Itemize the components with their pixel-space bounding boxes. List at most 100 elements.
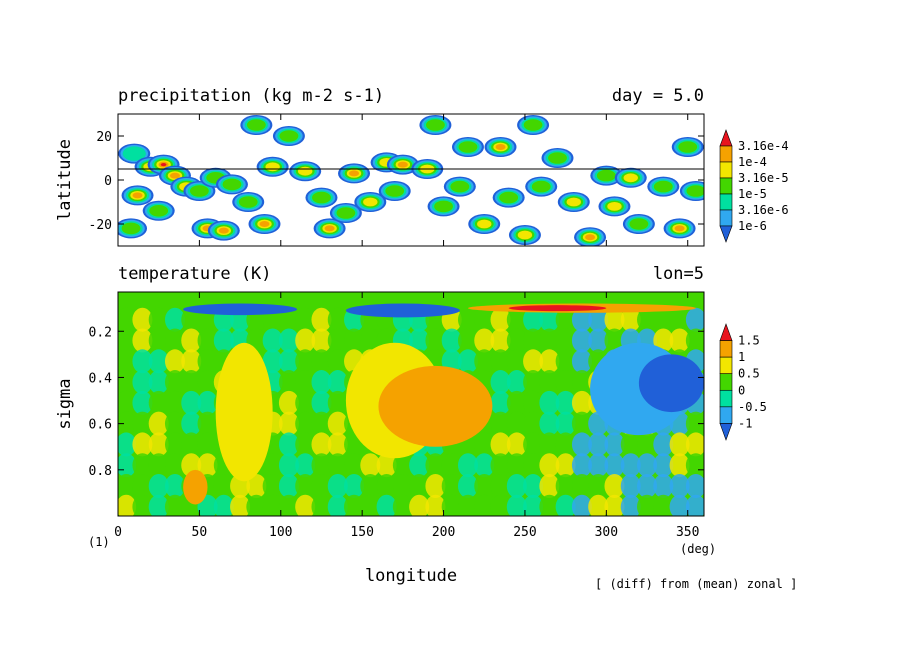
temp-cell <box>425 328 446 353</box>
temp-cell <box>118 349 137 374</box>
temp-cell <box>132 390 153 415</box>
temp-cell <box>148 390 169 415</box>
temp-cell <box>295 411 316 436</box>
precip-title: precipitation (kg m-2 s-1) <box>118 86 384 106</box>
temp-cell <box>181 370 202 395</box>
temp-xtick-label: 100 <box>269 525 292 540</box>
temp-cell <box>490 370 511 395</box>
temp-cell <box>457 349 478 374</box>
colorbar-label: 0 <box>738 383 745 397</box>
temp-cell <box>295 390 316 415</box>
temp-cell <box>539 390 560 415</box>
temp-cell <box>506 390 527 415</box>
temp-cell <box>164 349 185 374</box>
temp-cell <box>620 473 641 498</box>
temp-cell <box>278 349 299 374</box>
temp-cell <box>474 473 495 498</box>
precip-cell <box>122 146 146 161</box>
temp-cell <box>164 453 185 478</box>
precip-cell <box>426 119 445 131</box>
precip-cell <box>678 141 698 153</box>
temp-cell <box>523 370 544 395</box>
temp-cell <box>262 473 283 498</box>
temp-ticks: 0.2 0.4 0.6 0.8 0 50 100 150 200 250 300 350 <box>89 292 704 540</box>
temp-cell <box>262 328 283 353</box>
footnote: [ (diff) from (mean) zonal ] <box>595 577 797 591</box>
temp-cell <box>181 349 202 374</box>
colorbar-label: 3.16e-5 <box>738 171 789 185</box>
temp-cell <box>311 494 332 516</box>
temp-cell <box>474 328 495 353</box>
precip-cell <box>674 225 685 232</box>
x-unit-label: (deg) <box>680 542 716 556</box>
precip-ytick-label: 20 <box>96 130 112 145</box>
temp-cell <box>506 370 527 395</box>
temp-cell <box>571 370 592 395</box>
temp-cell <box>588 328 609 353</box>
precip-cell <box>397 161 408 168</box>
temp-xtick-label: 200 <box>432 525 455 540</box>
temp-cell <box>571 453 592 478</box>
temp-cell <box>181 328 202 353</box>
temp-cell <box>685 432 704 457</box>
temp-cell <box>685 473 704 498</box>
precip-cell <box>121 222 141 235</box>
precip-cell <box>458 141 478 153</box>
precip-cell <box>222 178 242 191</box>
temp-cell <box>164 307 185 332</box>
panel-label: (1) <box>88 535 110 549</box>
temp-cell <box>457 328 478 353</box>
temp-cell <box>295 473 316 498</box>
temp-cell <box>490 328 511 353</box>
temp-cell <box>181 307 202 332</box>
temp-cell <box>555 432 576 457</box>
temp-cell <box>164 473 185 498</box>
temp-cell <box>295 370 316 395</box>
temp-cell <box>604 494 625 516</box>
temp-cell <box>653 453 674 478</box>
temp-cell <box>376 494 397 516</box>
temp-cell <box>441 473 462 498</box>
temp-cell <box>344 453 365 478</box>
precip-cell <box>495 144 506 150</box>
temp-cell <box>148 453 169 478</box>
temp-cell <box>311 411 332 436</box>
temp-cell <box>425 494 446 516</box>
temp-cell <box>490 432 511 457</box>
temp-cell <box>197 349 218 374</box>
temp-cell <box>148 307 169 332</box>
precip-cell <box>596 169 616 182</box>
precip-cell <box>160 163 167 167</box>
temp-cell <box>311 453 332 478</box>
temp-cell <box>539 473 560 498</box>
temp-cell <box>118 494 137 516</box>
temp-feature <box>183 469 208 505</box>
temp-cell <box>344 473 365 498</box>
temp-cell <box>637 494 658 516</box>
temp-cell <box>327 411 348 436</box>
precip-cell <box>169 172 180 179</box>
temp-cell <box>425 453 446 478</box>
temp-cell <box>653 494 674 516</box>
temp-ytick-label: 0.2 <box>89 325 112 340</box>
colorbar-segment <box>719 406 733 424</box>
temp-cell <box>278 473 299 498</box>
temp-cell <box>685 494 704 516</box>
precip-ylabel: latitude <box>55 139 75 221</box>
temp-cell <box>523 328 544 353</box>
temp-cell <box>555 390 576 415</box>
temp-cell <box>132 432 153 457</box>
temp-cell <box>262 494 283 516</box>
temp-cell <box>360 494 381 516</box>
temp-cell <box>523 473 544 498</box>
colorbar-label: 1.5 <box>738 334 760 348</box>
temp-cell <box>490 473 511 498</box>
colorbar-segment <box>719 193 733 211</box>
temp-cell <box>506 453 527 478</box>
temp-cell <box>327 328 348 353</box>
temp-cell <box>555 328 576 353</box>
temp-cell <box>118 328 137 353</box>
temp-cell <box>685 453 704 478</box>
temp-cell <box>132 473 153 498</box>
temp-cell <box>295 307 316 332</box>
